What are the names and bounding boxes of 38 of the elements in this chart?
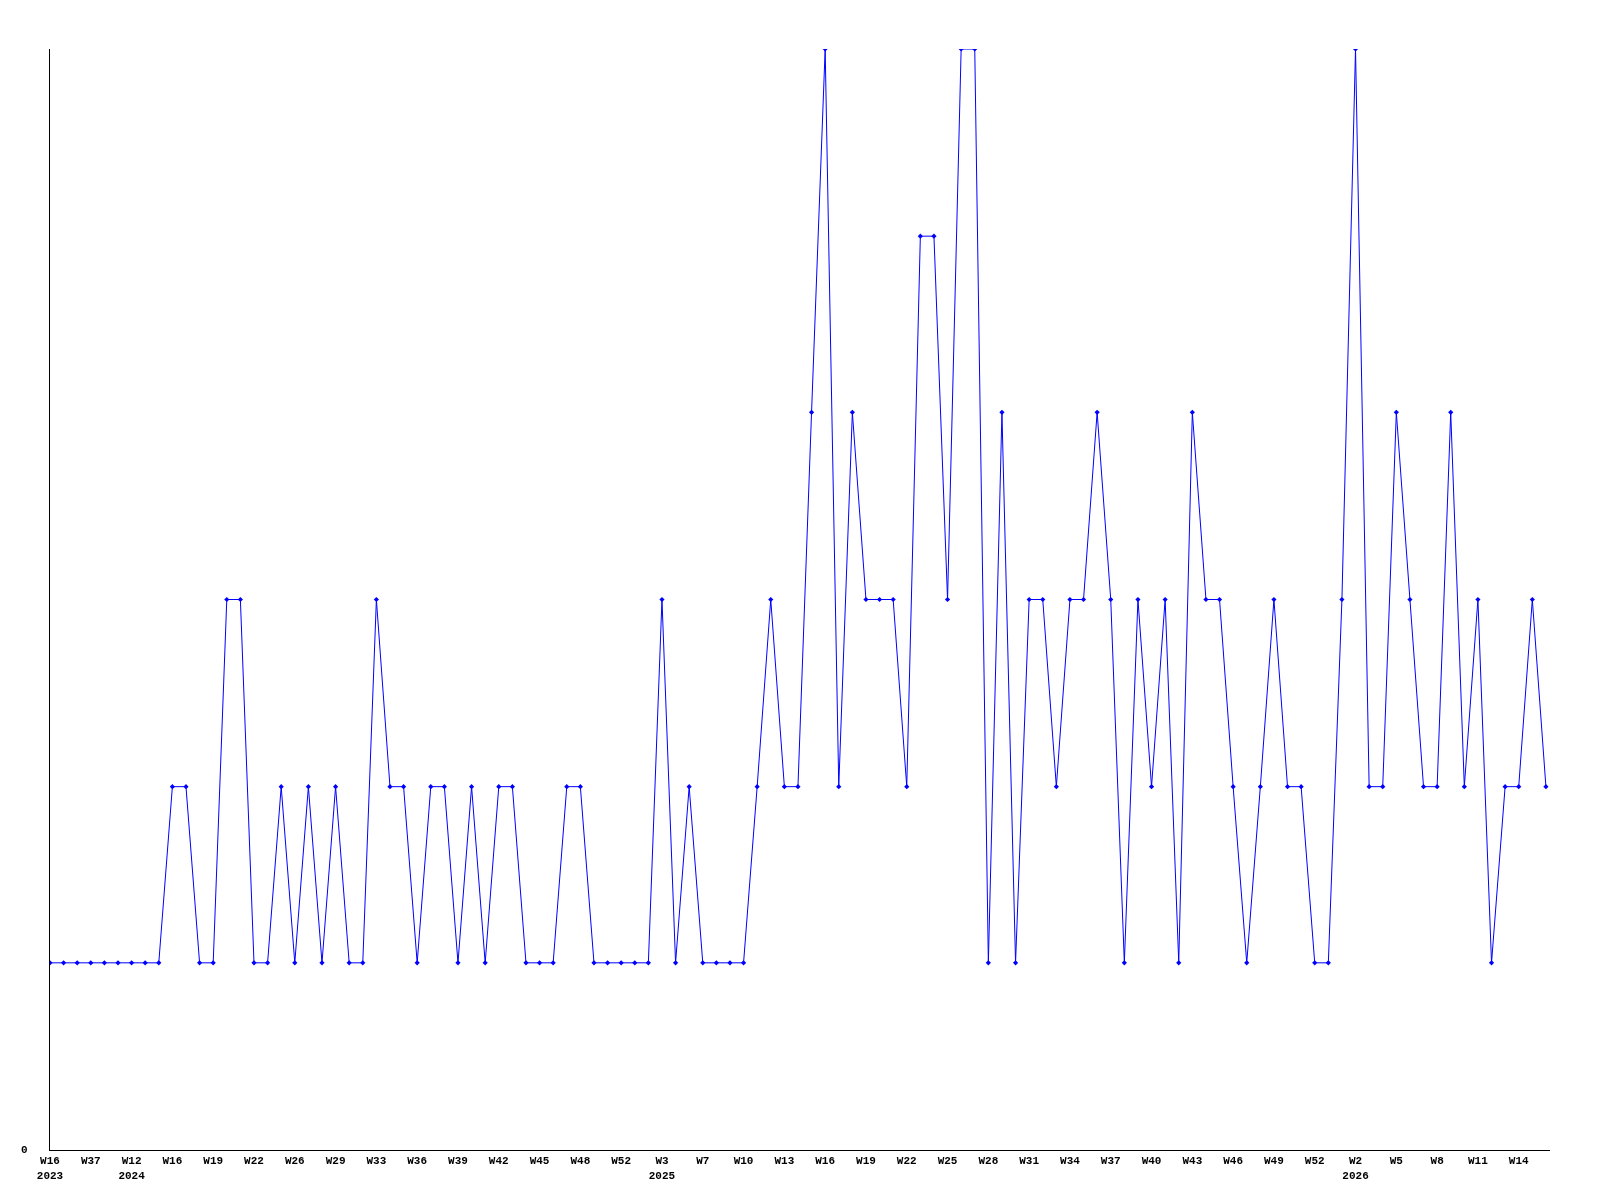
x-tick-label: W16 [162,1155,183,1168]
x-tick-label: W49 [1264,1155,1284,1168]
x-tick-label: W13 [774,1155,795,1168]
x-tick-label: W36 [407,1155,428,1168]
x-tick-label: W14 [1508,1155,1530,1168]
x-tick-label: W39 [448,1155,468,1168]
x-tick-label: W10 [733,1155,754,1168]
x-tick-label: W16 [815,1155,836,1168]
text: 0 [21,1144,28,1156]
x-tick-label: W12 2024 [118,1155,146,1182]
x-tick-label: W25 [937,1155,958,1168]
x-tick-label: W29 [325,1155,346,1168]
x-tick-label: W37 [1100,1155,1121,1168]
x-tick-label: W37 [80,1155,101,1168]
x-tick-label: W52 [611,1155,632,1168]
x-tick-label: W48 [570,1155,591,1168]
x-tick-label: W3 2025 [648,1155,676,1182]
x-tick-label: W11 [1468,1155,1489,1168]
x-tick-label: W2 2026 [1342,1155,1369,1182]
x-tick-label: W19 [856,1155,876,1168]
x-tick-label: W7 [696,1155,710,1168]
x-tick-label: W43 [1182,1155,1203,1168]
x-tick-label: W33 [366,1155,387,1168]
x-tick-label: W31 [1019,1155,1040,1168]
x-tick-label: W34 [1060,1155,1081,1168]
x-tick-label: W26 [284,1155,305,1168]
x-tick-label: W16 2023 [36,1155,64,1182]
x-tick-label: W8 [1430,1155,1445,1168]
x-tick-label: W22 [896,1155,917,1168]
x-tick-label: W5 [1389,1155,1404,1168]
x-tick-label: W40 [1141,1155,1162,1168]
x-tick-label: W52 [1304,1155,1325,1168]
x-tick-label: W45 [529,1155,550,1168]
x-tick-label: W46 [1223,1155,1244,1168]
x-tick-label: W42 [488,1155,509,1168]
x-tick-label: W19 [203,1155,224,1168]
x-tick-label: W28 [978,1155,999,1168]
x-tick-label: W22 [244,1155,264,1168]
